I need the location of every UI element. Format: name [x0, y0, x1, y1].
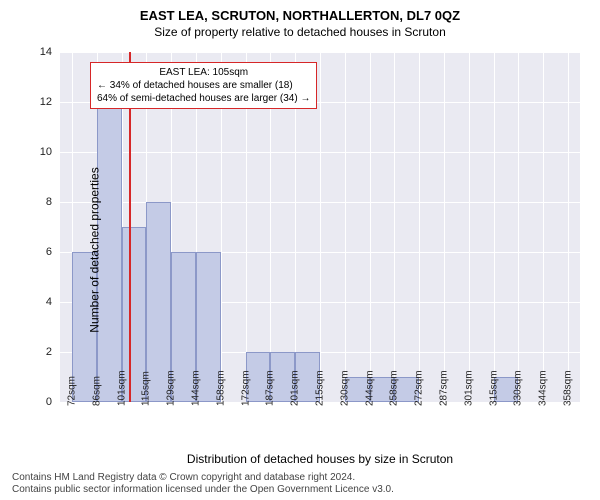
plot-area: Distribution of detached houses by size …: [60, 52, 580, 402]
x-tick-label: 230sqm: [339, 370, 350, 406]
gridline-v: [568, 52, 569, 402]
footer-line1: Contains HM Land Registry data © Crown c…: [12, 472, 394, 484]
x-tick-label: 358sqm: [562, 370, 573, 406]
x-tick-label: 244sqm: [364, 370, 375, 406]
chart-container: EAST LEA, SCRUTON, NORTHALLERTON, DL7 0Q…: [0, 0, 600, 500]
y-axis-label: Number of detached properties: [88, 167, 102, 332]
x-tick-label: 129sqm: [166, 370, 177, 406]
x-tick-label: 344sqm: [538, 370, 549, 406]
gridline-v: [394, 52, 395, 402]
x-tick-label: 172sqm: [240, 370, 251, 406]
gridline-v: [518, 52, 519, 402]
x-tick-label: 115sqm: [141, 371, 152, 406]
y-tick-label: 8: [46, 196, 52, 208]
y-tick-label: 14: [40, 46, 52, 58]
callout-line3: 64% of semi-detached houses are larger (…: [97, 92, 310, 105]
chart-subtitle: Size of property relative to detached ho…: [0, 23, 600, 39]
x-tick-label: 201sqm: [290, 370, 301, 406]
y-tick-label: 6: [46, 246, 52, 258]
footer-line2: Contains public sector information licen…: [12, 484, 394, 496]
x-tick-label: 187sqm: [265, 370, 276, 406]
y-tick-label: 12: [40, 96, 52, 108]
callout-line2: ← 34% of detached houses are smaller (18…: [97, 79, 310, 92]
x-ticks: 72sqm86sqm101sqm115sqm129sqm144sqm158sqm…: [60, 404, 580, 454]
gridline-v: [444, 52, 445, 402]
footer-attribution: Contains HM Land Registry data © Crown c…: [12, 472, 394, 496]
y-tick-label: 0: [46, 396, 52, 408]
x-tick-label: 86sqm: [91, 376, 102, 406]
callout-box: EAST LEA: 105sqm ← 34% of detached house…: [90, 62, 317, 109]
x-tick-label: 258sqm: [389, 370, 400, 406]
gridline-v: [419, 52, 420, 402]
gridline-v: [469, 52, 470, 402]
y-tick-label: 4: [46, 296, 52, 308]
chart-title: EAST LEA, SCRUTON, NORTHALLERTON, DL7 0Q…: [0, 0, 600, 23]
x-tick-label: 272sqm: [414, 370, 425, 406]
x-tick-label: 215sqm: [315, 370, 326, 406]
y-ticks: 02468101214: [0, 52, 56, 402]
y-tick-label: 10: [40, 146, 52, 158]
x-tick-label: 315sqm: [488, 370, 499, 406]
x-tick-label: 330sqm: [513, 370, 524, 406]
gridline-v: [345, 52, 346, 402]
gridline-v: [494, 52, 495, 402]
x-tick-label: 72sqm: [67, 376, 78, 406]
x-tick-label: 158sqm: [215, 370, 226, 406]
gridline-v: [370, 52, 371, 402]
x-tick-label: 287sqm: [438, 370, 449, 406]
gridline-v: [543, 52, 544, 402]
gridline-v: [320, 52, 321, 402]
x-axis-label: Distribution of detached houses by size …: [60, 452, 580, 466]
x-tick-label: 101sqm: [116, 370, 127, 406]
x-tick-label: 144sqm: [191, 370, 202, 406]
y-tick-label: 2: [46, 346, 52, 358]
x-tick-label: 301sqm: [463, 370, 474, 406]
callout-line1: EAST LEA: 105sqm: [97, 66, 310, 79]
